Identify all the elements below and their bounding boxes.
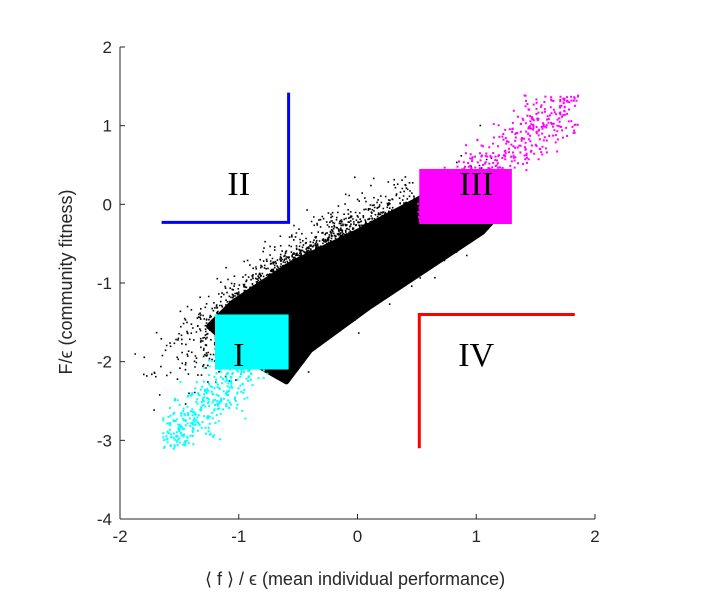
boundary-region-II: [161, 92, 291, 224]
plot-area: [134, 94, 580, 450]
boundary-region-IV: [417, 313, 575, 449]
series-region-III: [417, 94, 580, 224]
x-axis-label: ⟨ f ⟩ / ϵ (mean individual performance): [205, 569, 505, 589]
region-label-III: III: [459, 166, 493, 203]
y-tick-label: -1: [97, 274, 112, 293]
region-boundaries: [161, 92, 575, 449]
region-scatter-points: [417, 94, 580, 222]
region-label-I: I: [233, 337, 244, 374]
y-tick-label: 0: [103, 195, 112, 214]
y-tick-label: -2: [97, 353, 112, 372]
x-tick-label: 1: [472, 527, 481, 546]
region-label-IV: IV: [458, 337, 494, 374]
x-tick-label: -2: [112, 527, 127, 546]
y-tick-label: 2: [103, 38, 112, 57]
region-label-II: II: [227, 166, 250, 203]
x-tick-label: 2: [590, 527, 599, 546]
x-tick-label: -1: [231, 527, 246, 546]
series-region-I: [162, 314, 289, 450]
scatter-points: [134, 124, 497, 411]
y-tick-label: 1: [103, 117, 112, 136]
region-scatter-points: [162, 323, 287, 450]
axes: -2 -1 0 1 2 -4 -3 -2 -1 0 1 2: [97, 38, 600, 546]
x-tick-label: 0: [353, 527, 362, 546]
y-tick-label: -4: [97, 510, 112, 529]
y-tick-label: -3: [97, 431, 112, 450]
y-axis-label: F/ϵ (community fitness): [56, 190, 76, 375]
